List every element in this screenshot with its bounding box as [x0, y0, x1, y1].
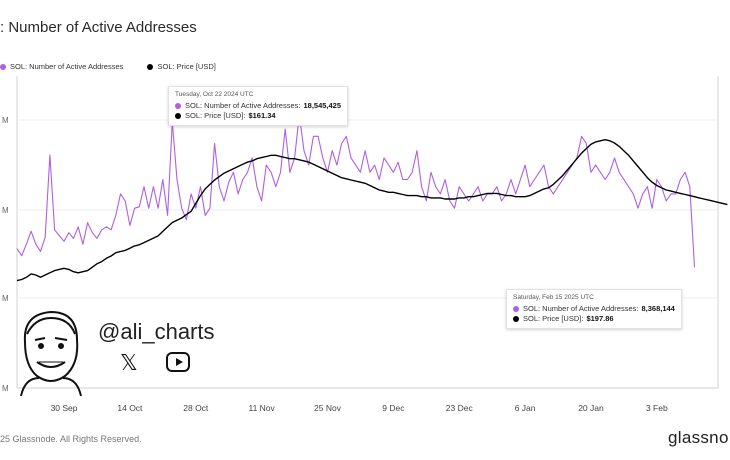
tooltip-dot-addresses: [513, 306, 519, 312]
tooltip-row-addresses: SOL: Number of Active Addresses: 8,368,1…: [513, 304, 675, 314]
x-tick-label: 9 Dec: [382, 403, 405, 413]
legend-dot-addresses: [0, 63, 6, 70]
tooltip-value: $161.34: [248, 111, 276, 120]
x-logo-icon: 𝕏: [120, 350, 138, 375]
legend-label-price: SOL: Price [USD]: [157, 62, 216, 71]
tooltip-dot-addresses: [175, 103, 181, 109]
tooltip-row-price: SOL: Price [USD]: $161.34: [175, 111, 341, 121]
legend-item-addresses[interactable]: SOL: Number of Active Addresses: [0, 62, 123, 71]
y-tick-label: M: [2, 384, 9, 393]
tooltip-row-addresses: SOL: Number of Active Addresses: 18,545,…: [175, 101, 341, 111]
tooltip-label: SOL: Price [USD]:: [185, 111, 246, 120]
tooltip-label: SOL: Number of Active Addresses:: [523, 304, 639, 313]
youtube-icon: [166, 352, 190, 372]
page-title: : Number of Active Addresses: [0, 19, 197, 36]
tooltip-feb-15: Saturday, Feb 15 2025 UTC SOL: Number of…: [506, 289, 682, 329]
x-tick-label: 6 Jan: [515, 403, 536, 413]
x-tick-label: 14 Oct: [117, 403, 143, 413]
y-tick-label: M: [2, 116, 9, 125]
tooltip-value: 8,368,144: [641, 304, 675, 313]
tooltip-dot-price: [513, 316, 519, 322]
series-line-price: [16, 138, 728, 282]
x-tick-label: 30 Sep: [51, 403, 78, 413]
avatar-illustration-icon: [20, 310, 82, 396]
x-tick-label: 23 Dec: [446, 403, 474, 413]
y-tick-label: M: [2, 294, 9, 303]
legend-item-price[interactable]: SOL: Price [USD]: [147, 62, 216, 71]
tooltip-date: Saturday, Feb 15 2025 UTC: [513, 294, 594, 301]
series-line-active-addresses: [16, 114, 696, 268]
x-tick-label: 3 Feb: [646, 403, 668, 413]
x-tick-label: 28 Oct: [183, 403, 209, 413]
tooltip-label: SOL: Price [USD]:: [523, 314, 584, 323]
copyright-text: 25 Glassnode. All Rights Reserved.: [0, 434, 142, 444]
tooltip-value: $197.86: [586, 314, 614, 323]
legend-label-addresses: SOL: Number of Active Addresses: [10, 62, 124, 71]
tooltip-label: SOL: Number of Active Addresses:: [185, 101, 301, 110]
tooltip-dot-price: [175, 113, 181, 119]
tooltip-value: 18,545,425: [303, 101, 342, 110]
x-tick-label: 25 Nov: [314, 403, 342, 413]
tooltip-oct-22: Tuesday, Oct 22 2024 UTC SOL: Number of …: [168, 86, 349, 126]
x-tick-label: 20 Jan: [578, 403, 604, 413]
x-tick-label: 11 Nov: [248, 403, 275, 413]
chart-legend: SOL: Number of Active Addresses SOL: Pri…: [0, 62, 238, 72]
brand-logo: glassno: [668, 428, 729, 447]
tooltip-row-price: SOL: Price [USD]: $197.86: [513, 314, 675, 324]
y-tick-label: M: [2, 206, 9, 215]
watermark-handle: @ali_charts: [98, 319, 215, 344]
legend-dot-price: [147, 63, 154, 70]
tooltip-date: Tuesday, Oct 22 2024 UTC: [175, 91, 254, 98]
